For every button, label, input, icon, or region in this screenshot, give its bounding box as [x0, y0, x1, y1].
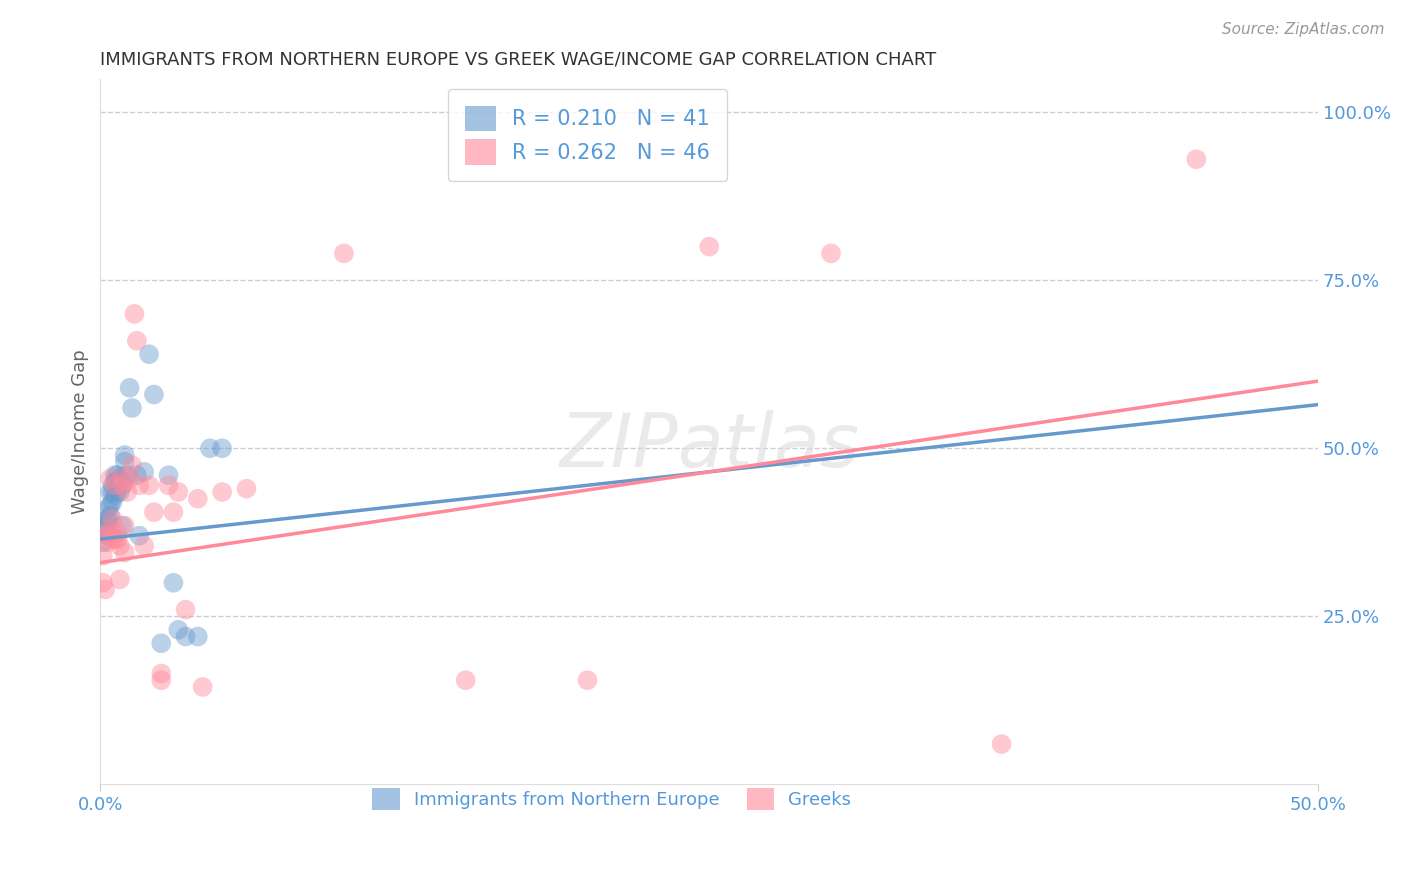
Point: [98, 522, 121, 536]
Point: [174, 602, 197, 616]
Point: [174, 630, 197, 644]
Point: [125, 468, 148, 483]
Point: [111, 478, 134, 492]
Point: [150, 636, 173, 650]
Point: [91, 549, 114, 563]
Point: [91, 525, 114, 540]
Point: [105, 485, 128, 500]
Point: [91, 575, 114, 590]
Point: [97, 529, 120, 543]
Text: IMMIGRANTS FROM NORTHERN EUROPE VS GREEK WAGE/INCOME GAP CORRELATION CHART: IMMIGRANTS FROM NORTHERN EUROPE VS GREEK…: [100, 51, 936, 69]
Point: [118, 381, 141, 395]
Point: [94, 522, 117, 536]
Point: [97, 501, 120, 516]
Point: [111, 478, 134, 492]
Point: [97, 535, 120, 549]
Point: [104, 468, 127, 483]
Point: [104, 478, 127, 492]
Point: [162, 575, 184, 590]
Point: [115, 468, 138, 483]
Point: [125, 334, 148, 348]
Point: [98, 471, 121, 485]
Point: [98, 508, 121, 523]
Point: [101, 532, 124, 546]
Y-axis label: Wage/Income Gap: Wage/Income Gap: [72, 349, 89, 514]
Point: [114, 455, 136, 469]
Point: [124, 307, 146, 321]
Point: [114, 518, 136, 533]
Point: [134, 465, 156, 479]
Point: [198, 442, 221, 456]
Point: [108, 485, 131, 500]
Point: [134, 539, 156, 553]
Point: [142, 387, 165, 401]
Point: [108, 539, 131, 553]
Point: [104, 475, 127, 489]
Point: [333, 246, 356, 260]
Point: [211, 442, 233, 456]
Point: [128, 478, 150, 492]
Text: ZIPatlas: ZIPatlas: [560, 409, 859, 482]
Point: [105, 475, 128, 489]
Point: [94, 529, 117, 543]
Legend: Immigrants from Northern Europe, Greeks: Immigrants from Northern Europe, Greeks: [359, 774, 866, 825]
Point: [211, 485, 233, 500]
Point: [114, 448, 136, 462]
Point: [157, 478, 180, 492]
Point: [111, 471, 134, 485]
Point: [97, 515, 120, 529]
Text: Source: ZipAtlas.com: Source: ZipAtlas.com: [1222, 22, 1385, 37]
Point: [105, 468, 128, 483]
Point: [157, 468, 180, 483]
Point: [191, 680, 214, 694]
Point: [454, 673, 477, 688]
Point: [101, 478, 124, 492]
Point: [101, 495, 124, 509]
Point: [104, 488, 127, 502]
Point: [167, 623, 190, 637]
Point: [820, 246, 842, 260]
Point: [98, 485, 121, 500]
Point: [101, 485, 124, 500]
Point: [105, 525, 128, 540]
Point: [138, 347, 160, 361]
Point: [235, 482, 257, 496]
Point: [97, 512, 120, 526]
Point: [105, 532, 128, 546]
Point: [990, 737, 1012, 751]
Point: [121, 401, 143, 415]
Point: [121, 458, 143, 472]
Point: [1185, 153, 1208, 167]
Point: [94, 518, 117, 533]
Point: [142, 505, 165, 519]
Point: [150, 673, 173, 688]
Point: [91, 535, 114, 549]
Point: [138, 478, 160, 492]
Point: [101, 512, 124, 526]
Point: [697, 239, 720, 253]
Point: [118, 471, 141, 485]
Point: [108, 471, 131, 485]
Point: [94, 582, 117, 597]
Point: [111, 518, 134, 533]
Point: [162, 505, 184, 519]
Point: [576, 673, 599, 688]
Point: [114, 545, 136, 559]
Point: [150, 666, 173, 681]
Point: [98, 499, 121, 513]
Point: [104, 532, 127, 546]
Point: [187, 491, 209, 506]
Point: [187, 630, 209, 644]
Point: [167, 485, 190, 500]
Point: [108, 573, 131, 587]
Point: [128, 529, 150, 543]
Point: [115, 485, 138, 500]
